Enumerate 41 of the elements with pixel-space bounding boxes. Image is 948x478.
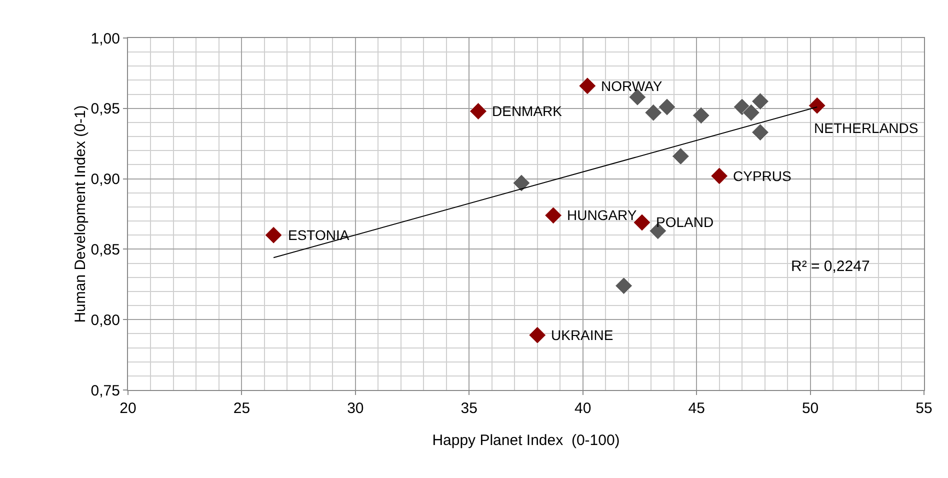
y-axis-title: Human Development Index (0-1)	[72, 105, 89, 323]
annotation: DENMARK	[492, 103, 563, 119]
x-axis-title: Happy Planet Index (0-100)	[432, 432, 620, 449]
annotation: NETHERLANDS	[814, 120, 918, 136]
point	[742, 104, 760, 122]
point	[644, 104, 662, 122]
x-tick-label: 55	[916, 400, 932, 417]
annotation: POLAND	[656, 214, 714, 230]
x-tick-label: 35	[460, 400, 478, 417]
point	[672, 148, 690, 165]
point	[264, 226, 282, 244]
x-tick-label: 40	[574, 400, 592, 417]
x-tick-label: 50	[802, 400, 819, 417]
annotation: CYPRUS	[733, 168, 792, 184]
annotation: R² = 0,2247	[791, 258, 870, 275]
point	[752, 124, 769, 142]
y-tick-label: 0,90	[90, 171, 120, 188]
point	[512, 174, 530, 192]
annotation: NORWAY	[601, 78, 663, 94]
y-tick-label: 1,00	[90, 30, 120, 48]
annotation: ESTONIA	[288, 227, 350, 243]
point	[615, 277, 632, 295]
annotation: HUNGARY	[567, 207, 638, 223]
point	[808, 96, 826, 114]
x-tick-label: 25	[233, 400, 250, 417]
x-tick-label: 20	[120, 400, 136, 417]
y-tick-label: 0,75	[90, 382, 120, 400]
y-tick-label: 0,95	[90, 100, 120, 118]
annotation: UKRAINE	[551, 327, 614, 343]
x-tick-label: 30	[347, 400, 364, 417]
point	[658, 98, 676, 116]
y-tick-label: 0,85	[90, 241, 120, 258]
point	[544, 206, 562, 224]
y-tick-label: 0,80	[90, 312, 120, 329]
point	[578, 77, 596, 95]
point	[710, 167, 728, 185]
point	[692, 106, 710, 124]
x-tick-label: 45	[688, 400, 705, 417]
point	[752, 92, 769, 110]
point	[528, 326, 546, 344]
point	[470, 102, 487, 120]
